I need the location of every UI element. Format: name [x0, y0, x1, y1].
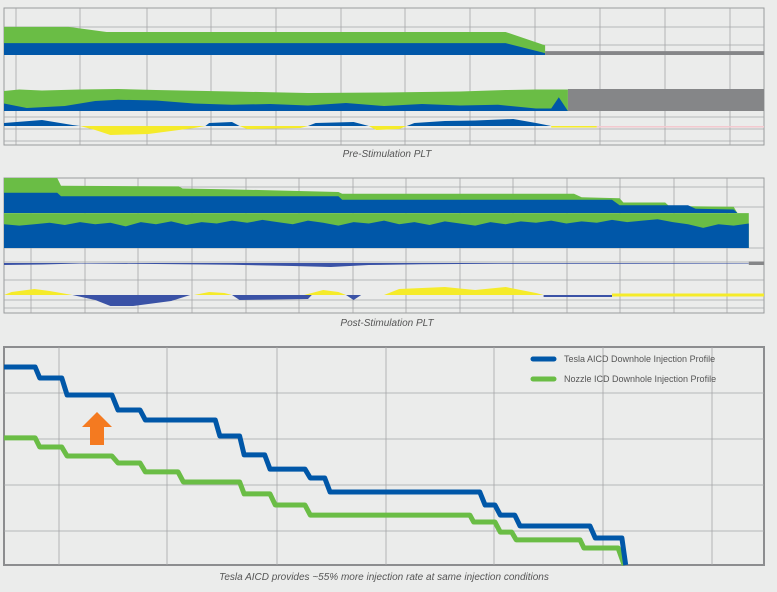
pre-stimulation-plt-panel [3, 7, 765, 146]
area-pink [596, 126, 764, 128]
area-yellow [80, 126, 597, 135]
series-line-tesla-aicd [4, 364, 629, 566]
legend: Tesla AICD Downhole Injection Profile No… [530, 354, 716, 384]
chart-frame [3, 346, 765, 566]
track-post4 [4, 287, 764, 306]
area-blue [4, 97, 568, 111]
area-blue [4, 119, 552, 126]
orange-arrow-up-icon [82, 412, 112, 445]
area-blue [4, 192, 738, 213]
pre-stimulation-caption: Pre-Stimulation PLT [343, 149, 433, 160]
post-stimulation-caption: Post-Stimulation PLT [340, 318, 434, 329]
track-pre3 [4, 119, 764, 135]
area-yellow-tail [612, 293, 764, 297]
panel-frame [3, 7, 765, 146]
track-pre2 [4, 89, 764, 111]
legend-label-nozzle: Nozzle ICD Downhole Injection Profile [564, 374, 716, 384]
track-pre1 [4, 26, 764, 55]
legend-label-tesla: Tesla AICD Downhole Injection Profile [564, 354, 715, 364]
post-stimulation-plt-panel [3, 177, 765, 314]
area-gray [567, 89, 764, 111]
area-gray [748, 261, 764, 265]
track-post2 [4, 213, 749, 248]
series-line-nozzle-icd [4, 435, 627, 566]
area-blue [4, 219, 749, 248]
area-blue [72, 295, 612, 306]
area-gray [545, 51, 764, 55]
area-yellow [4, 287, 544, 295]
track-post1 [4, 178, 738, 213]
track-post3 [4, 261, 764, 267]
area-blue [4, 43, 546, 55]
area-blue [4, 263, 749, 267]
injection-chart-caption: Tesla AICD provides ~55% more injection … [219, 572, 549, 583]
injection-profile-chart [3, 346, 765, 566]
grid [4, 347, 764, 565]
